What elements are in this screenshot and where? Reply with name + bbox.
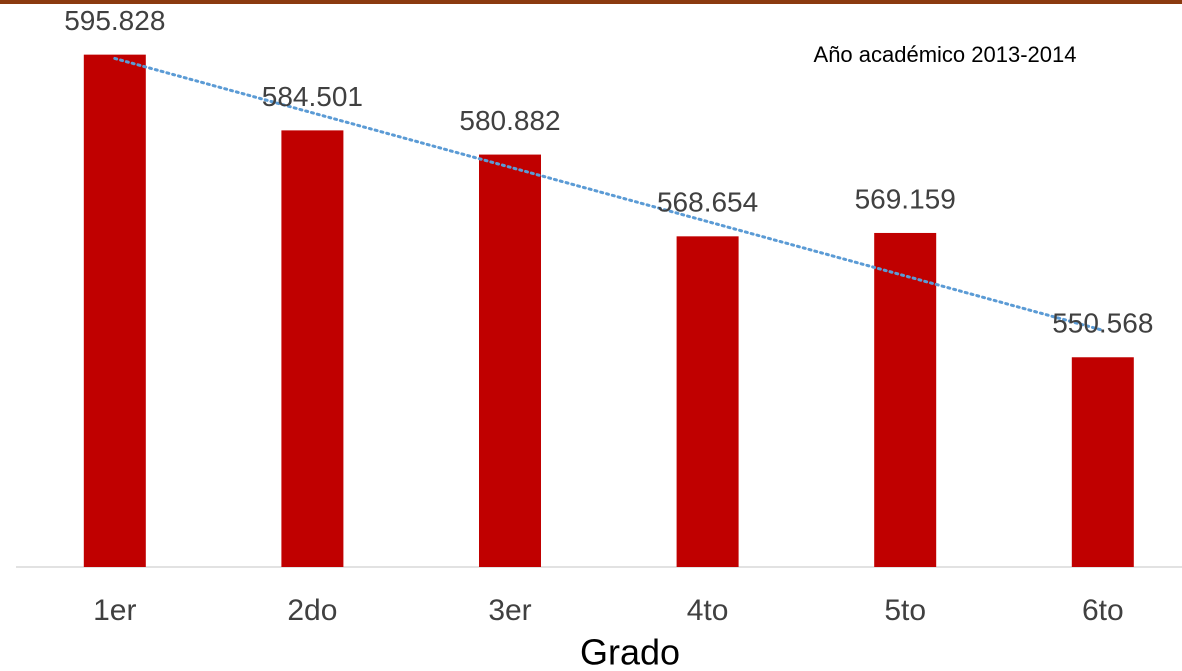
- x-tick-label: 4to: [687, 594, 729, 627]
- x-tick-label: 5to: [884, 594, 926, 627]
- bar: [676, 236, 739, 567]
- x-tick-label: 2do: [287, 594, 337, 627]
- x-tick-label: 3er: [488, 594, 531, 627]
- data-label: 550.568: [1052, 308, 1153, 339]
- bar: [1071, 357, 1134, 567]
- data-label: 584.501: [262, 81, 363, 112]
- data-label: 580.882: [459, 105, 560, 136]
- x-tick-label: 1er: [93, 594, 136, 627]
- data-label: 569.159: [855, 183, 956, 214]
- bar: [281, 130, 344, 567]
- bar: [479, 154, 541, 568]
- x-axis-title: Grado: [580, 632, 680, 671]
- x-tick-label: 6to: [1082, 594, 1124, 627]
- data-label: 568.654: [657, 187, 758, 218]
- chart-subtitle: Año académico 2013-2014: [814, 42, 1077, 67]
- bar: [83, 54, 146, 567]
- top-border: [0, 0, 1182, 4]
- bar: [874, 232, 937, 567]
- data-label: 595.828: [64, 5, 165, 36]
- trendline: [113, 56, 1105, 332]
